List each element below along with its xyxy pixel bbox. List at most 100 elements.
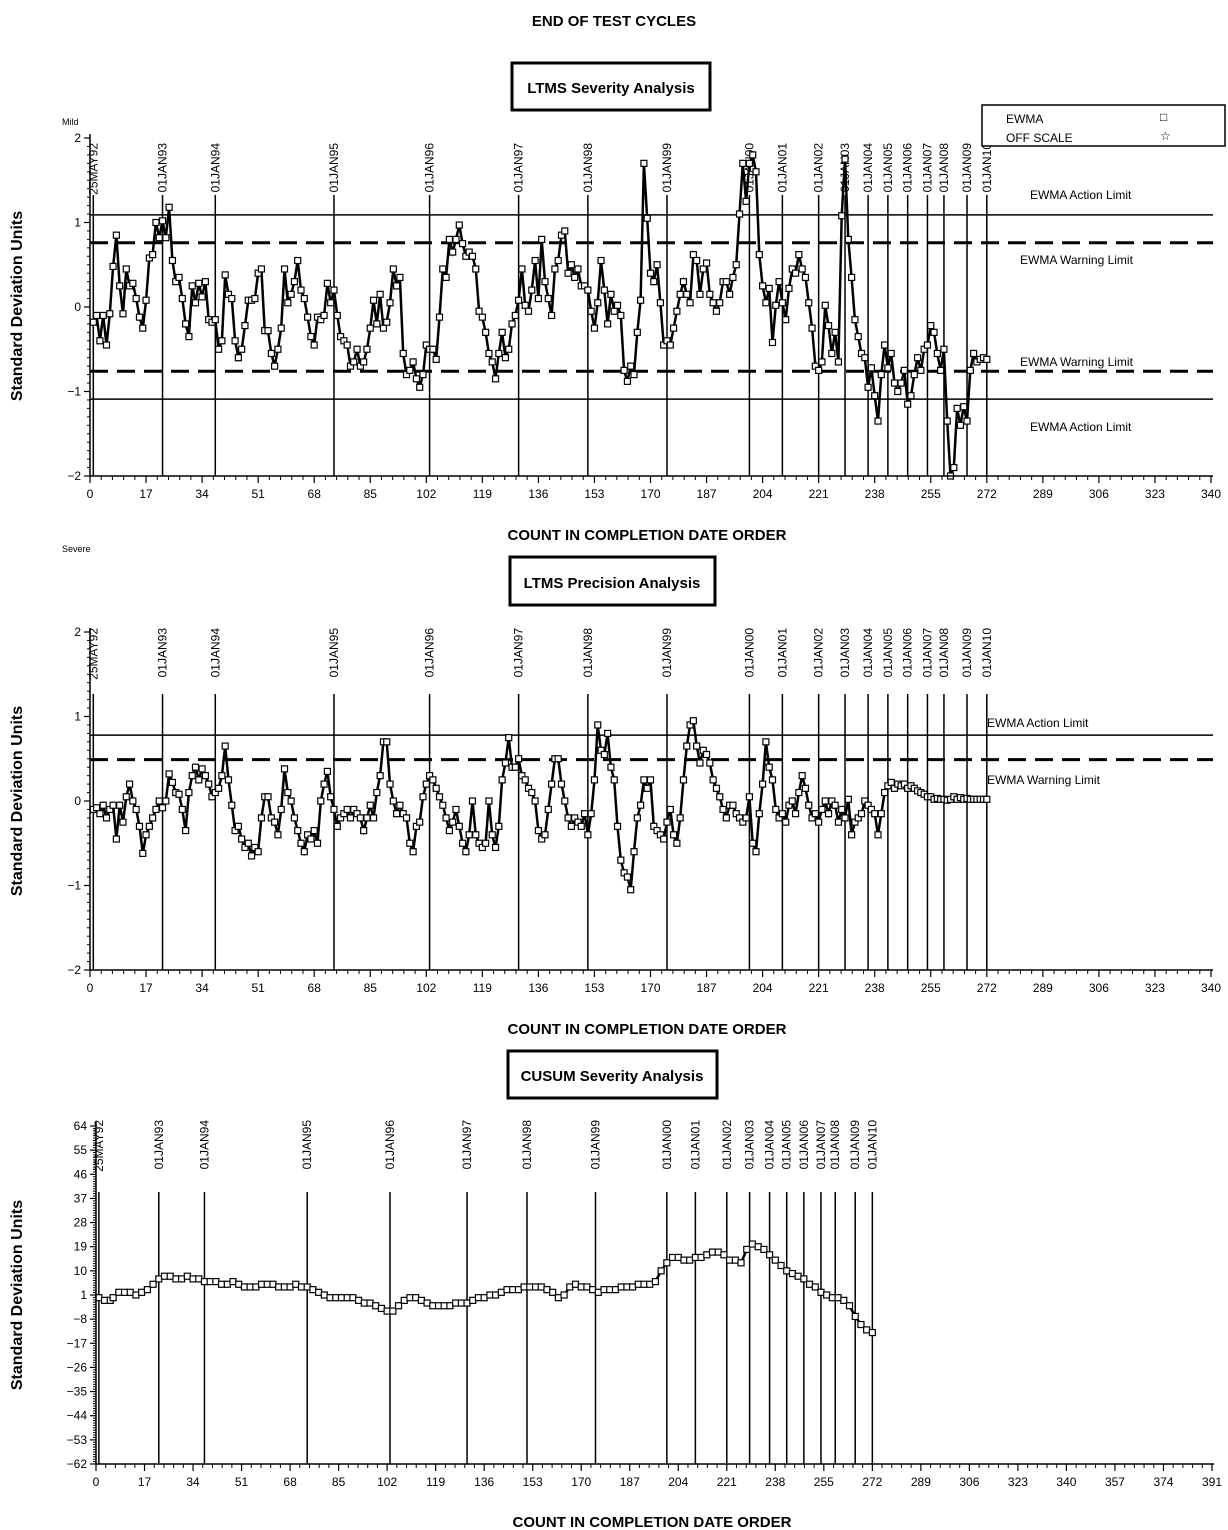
x-tick-label: 170: [640, 981, 660, 995]
x-tick-label: 68: [308, 981, 322, 995]
y-tick-label: 1: [74, 710, 81, 724]
data-point: [416, 818, 424, 826]
data-point: [587, 307, 595, 315]
date-marker-label: 01JAN96: [423, 628, 437, 678]
data-point: [610, 776, 618, 784]
data-point: [257, 265, 266, 273]
data-point: [604, 320, 612, 328]
data-point: [686, 299, 694, 307]
data-point: [722, 278, 730, 286]
data-point: [775, 278, 783, 286]
data-point: [386, 780, 394, 788]
x-tick-label: 119: [473, 981, 492, 995]
data-point: [264, 327, 272, 335]
data-point: [755, 810, 763, 818]
date-marker-label: 01JAN94: [208, 143, 222, 193]
x-tick-label: 238: [765, 1475, 785, 1489]
data-point: [435, 793, 444, 801]
legend-box: [981, 104, 1226, 147]
x-tick-label: 85: [364, 981, 378, 995]
data-point: [580, 810, 589, 818]
data-point: [449, 248, 457, 256]
data-point: [251, 294, 259, 303]
data-point: [229, 1277, 237, 1286]
data-point: [824, 321, 833, 330]
date-marker-label: 01JAN05: [881, 628, 895, 678]
data-point: [109, 262, 117, 271]
x-tick-label: 272: [977, 487, 997, 501]
data-point: [254, 848, 262, 856]
data-point: [904, 400, 912, 408]
x-tick-label: 340: [1056, 1475, 1076, 1489]
data-point: [574, 265, 582, 273]
limit-label-action-lower: EWMA Action Limit: [1030, 420, 1132, 434]
data-point: [745, 159, 754, 167]
data-point: [613, 822, 622, 830]
data-point: [396, 801, 404, 809]
data-point: [863, 1326, 871, 1334]
date-marker-label: 01JAN98: [581, 628, 595, 678]
data-point: [234, 354, 242, 362]
data-point: [594, 1288, 602, 1296]
data-point: [613, 301, 622, 309]
data-point: [897, 379, 905, 387]
data-point: [719, 805, 727, 814]
data-point: [350, 358, 358, 366]
data-point: [745, 793, 754, 801]
data-point: [297, 1283, 306, 1291]
data-point: [788, 797, 796, 805]
data-point: [795, 251, 803, 259]
x-tick-label: 323: [1145, 981, 1165, 995]
data-point: [526, 1283, 534, 1291]
data-point: [831, 328, 839, 336]
data-point: [89, 318, 97, 326]
data-point: [498, 328, 506, 336]
data-point: [142, 296, 150, 304]
x-tick-label: 119: [473, 487, 492, 501]
data-point: [116, 282, 124, 290]
data-point: [538, 235, 546, 243]
data-point: [109, 1294, 117, 1302]
data-point: [801, 273, 810, 282]
data-point: [228, 801, 236, 809]
page-title: END OF TEST CYCLES: [532, 13, 696, 30]
x-tick-label: 272: [977, 981, 997, 995]
data-point: [277, 805, 285, 814]
data-point: [791, 269, 800, 277]
x-tick-label: 34: [195, 981, 209, 995]
data-point: [844, 235, 852, 243]
data-point: [389, 265, 397, 273]
data-point: [271, 362, 279, 370]
data-point: [373, 788, 381, 797]
data-point: [241, 321, 249, 330]
data-point: [560, 1291, 568, 1299]
data-point: [310, 826, 318, 835]
data-point: [634, 1280, 642, 1288]
data-point: [589, 1286, 597, 1294]
data-point: [158, 804, 167, 812]
date-marker-label: 01JAN02: [812, 143, 826, 193]
data-point: [478, 313, 486, 321]
data-point: [320, 780, 328, 788]
data-point: [238, 835, 246, 843]
date-marker-label: 01JAN93: [156, 143, 170, 193]
data-point: [834, 818, 843, 826]
data-point: [880, 788, 889, 797]
data-point: [439, 265, 447, 273]
data-point: [485, 797, 493, 805]
data-point: [102, 341, 111, 349]
data-point: [469, 1296, 477, 1304]
data-point: [699, 265, 707, 273]
data-point: [791, 810, 800, 818]
x-tick-label: 187: [697, 981, 717, 995]
data-point: [848, 831, 856, 839]
data-point: [838, 212, 846, 220]
data-point: [564, 814, 572, 822]
data-point: [178, 1275, 186, 1283]
data-point: [394, 1302, 403, 1310]
x-tick-label: 102: [416, 981, 436, 995]
data-point: [594, 721, 602, 729]
data-point: [758, 282, 767, 290]
panel-ewma-severity: LTMS Severity Analysis Mild Severe Stand…: [9, 61, 1226, 554]
data-point: [549, 1288, 557, 1296]
